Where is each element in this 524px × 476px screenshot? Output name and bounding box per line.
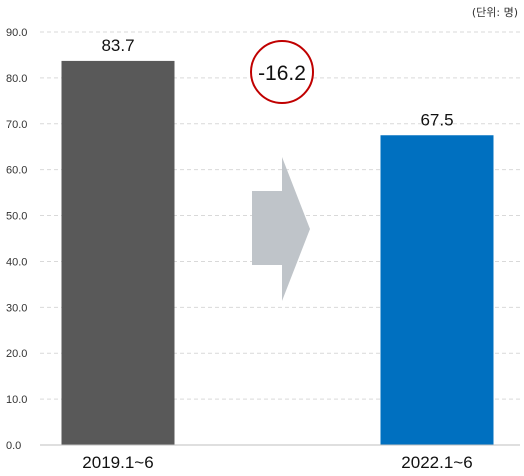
category-label: 2019.1~6 [82,453,153,472]
y-tick-label: 30.0 [6,302,27,314]
bar-2 [380,135,494,445]
y-tick-label: 10.0 [6,394,27,406]
y-tick-label: 60.0 [6,165,27,177]
y-axis-ticks: 0.0 10.0 20.0 30.0 40.0 50.0 60.0 70.0 80.0 90.0 [6,27,27,452]
y-tick-label: 40.0 [6,256,27,268]
value-label: 67.5 [420,110,453,129]
decrease-arrow-icon [252,157,310,301]
y-tick-label: 20.0 [6,348,27,360]
unit-label: (단위: 명) [472,6,518,19]
bars: 83.7 2019.1~6 67.5 2022.1~6 [61,36,494,472]
difference-label: -16.2 [258,62,306,85]
y-tick-label: 90.0 [6,27,27,39]
y-tick-label: 70.0 [6,119,27,131]
y-tick-label: 50.0 [6,211,27,223]
category-label: 2022.1~6 [401,453,472,472]
value-label: 83.7 [101,36,134,55]
bar-1 [61,60,175,445]
y-tick-label: 0.0 [6,440,21,452]
difference-circle [250,40,314,104]
y-tick-label: 80.0 [6,73,27,85]
